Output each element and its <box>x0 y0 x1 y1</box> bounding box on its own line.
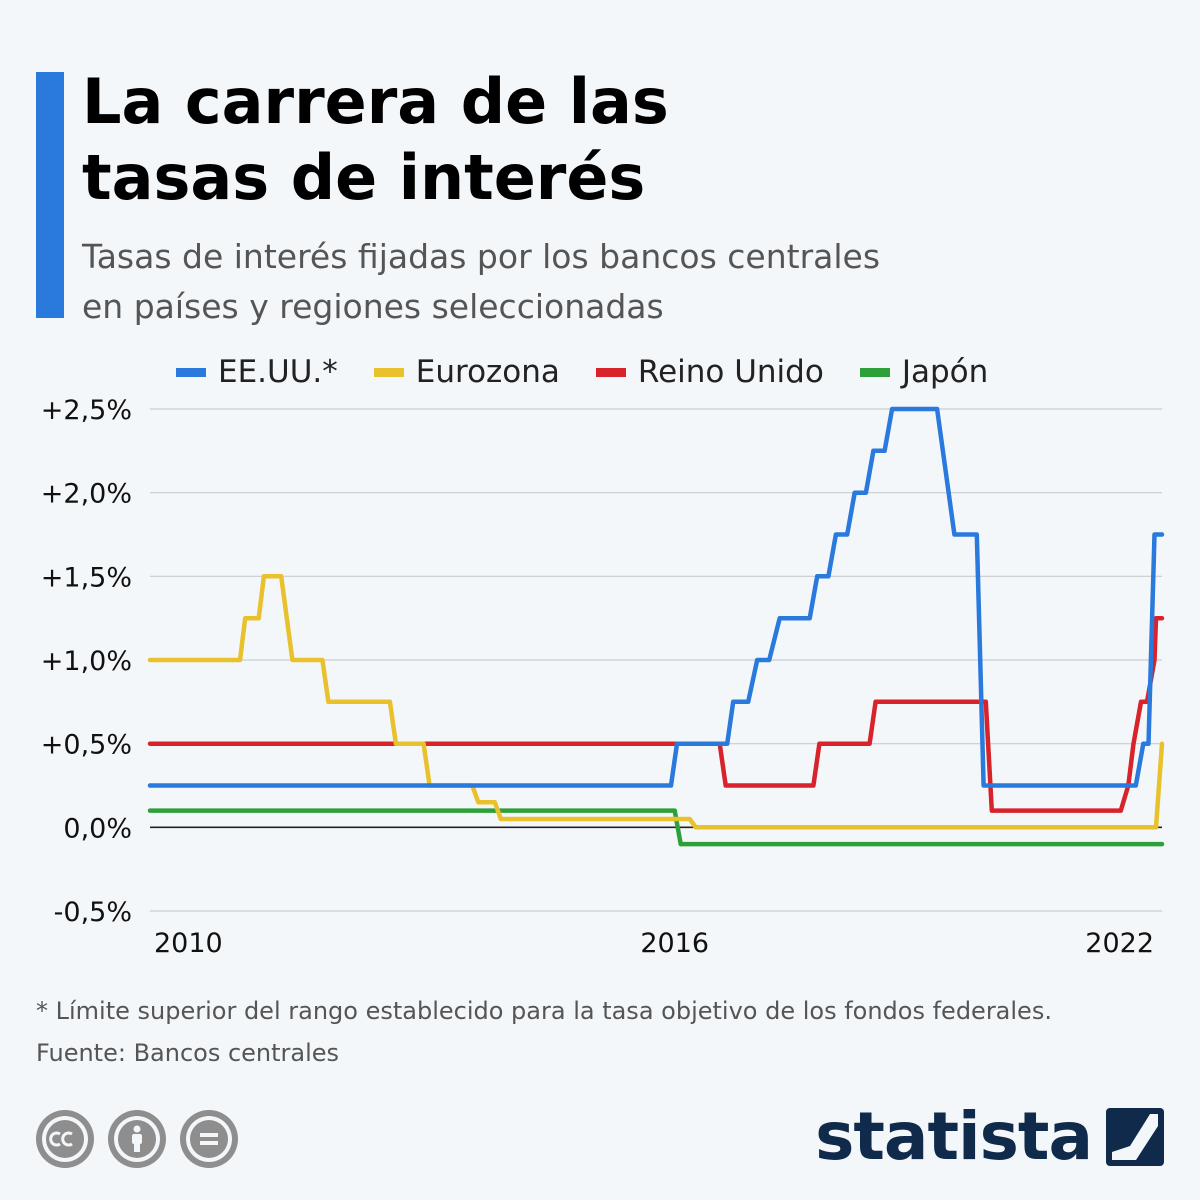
footnote: * Límite superior del rango establecido … <box>36 990 1052 1074</box>
no-derivatives-icon[interactable] <box>180 1110 238 1168</box>
x-tick-label: 2022 <box>1085 928 1154 959</box>
license-icons <box>36 1110 252 1168</box>
source-text: Fuente: Bancos centrales <box>36 1039 340 1067</box>
legend-label: Reino Unido <box>637 354 824 390</box>
footnote-text: * Límite superior del rango establecido … <box>36 997 1052 1025</box>
legend-swatch <box>859 367 890 377</box>
y-tick-label: -0,5% <box>54 897 132 928</box>
title-line-2: tasas de interés <box>82 141 646 214</box>
x-tick-label: 2010 <box>154 928 223 959</box>
accent-bar <box>36 72 64 318</box>
legend-label: Eurozona <box>415 354 560 390</box>
cc-icon[interactable] <box>36 1110 94 1168</box>
series-line-3 <box>147 808 1165 847</box>
series-line-2 <box>147 615 1165 813</box>
brand: statista <box>815 1098 1164 1175</box>
interest-rate-chart: +2,5% +2,0% +1,5% +1,0% +0,5% 0,0% -0,5% 2010 20… <box>41 395 1165 959</box>
statista-logo-icon <box>1106 1107 1164 1166</box>
series-line-0 <box>147 406 1165 788</box>
x-tick-label: 2016 <box>640 928 709 959</box>
legend-label: EE.UU.* <box>218 354 338 390</box>
legend-item-2: Reino Unido <box>595 354 824 390</box>
y-tick-label: +1,0% <box>41 646 132 677</box>
legend-item-1: Eurozona <box>373 354 560 390</box>
subtitle-line-2: en países y regiones seleccionadas <box>82 287 664 326</box>
title-line-1: La carrera de las <box>82 65 669 138</box>
subtitle-line-1: Tasas de interés fijadas por los bancos … <box>82 237 881 276</box>
legend-swatch <box>595 367 626 377</box>
y-tick-label: 0,0% <box>63 813 132 844</box>
page-subtitle: Tasas de interés fijadas por los bancos … <box>82 232 880 332</box>
legend-item-3: Japón <box>859 354 989 390</box>
y-tick-label: +2,5% <box>41 395 132 426</box>
legend-swatch <box>176 367 206 377</box>
y-tick-label: +0,5% <box>41 730 132 761</box>
page-title: La carrera de las tasas de interés <box>82 64 669 216</box>
legend-item-0: EE.UU.* <box>176 354 338 390</box>
chart-legend: EE.UU.* Eurozona Reino Unido Japón <box>176 350 1024 394</box>
series-line-1 <box>147 574 1165 830</box>
legend-label: Japón <box>901 354 989 390</box>
y-tick-label: +2,0% <box>41 479 132 510</box>
brand-name: statista <box>815 1098 1093 1175</box>
attribution-icon[interactable] <box>108 1110 166 1168</box>
y-tick-label: +1,5% <box>41 562 132 593</box>
legend-swatch <box>373 367 404 377</box>
